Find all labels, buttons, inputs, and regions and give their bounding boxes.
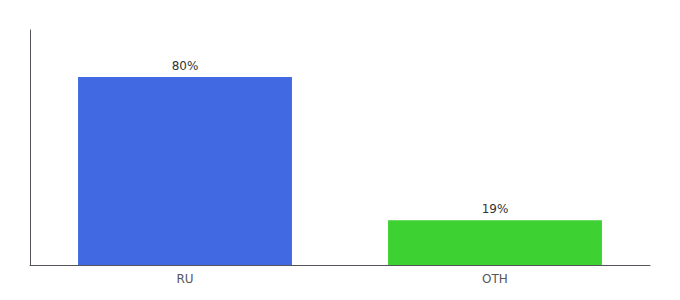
svg-text:RU: RU xyxy=(176,272,193,286)
svg-text:80%: 80% xyxy=(172,59,199,73)
svg-text:OTH: OTH xyxy=(482,272,508,286)
svg-text:19%: 19% xyxy=(482,202,509,216)
